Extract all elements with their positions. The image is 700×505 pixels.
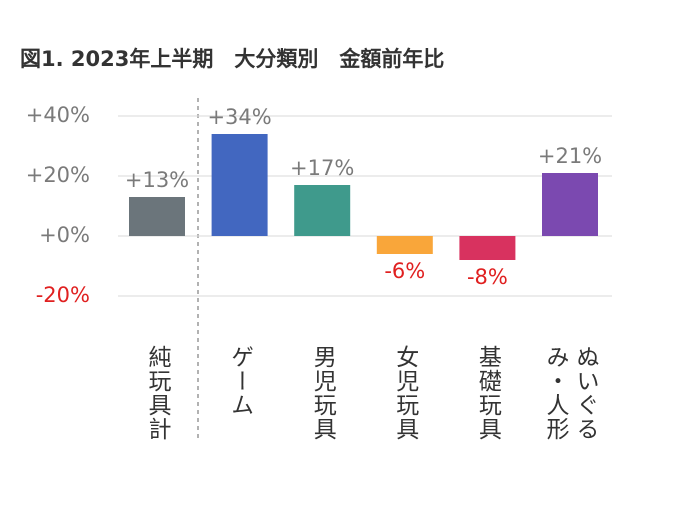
x-tick-label: 男児玩具: [309, 345, 336, 441]
x-tick-label: ぬいぐるみ・人形: [542, 345, 598, 441]
y-tick-label: +20%: [26, 163, 90, 187]
bar: [211, 134, 268, 236]
x-tick-label: 女児玩具: [391, 345, 418, 441]
x-tick-label: ゲーム: [226, 345, 253, 417]
bar: [459, 236, 516, 260]
value-label: -8%: [467, 265, 508, 289]
value-label: -6%: [384, 259, 425, 283]
bar: [542, 173, 598, 236]
chart-title: 図1. 2023年上半期 大分類別 金額前年比: [20, 47, 444, 71]
value-label: +34%: [207, 105, 271, 129]
y-tick-label: -20%: [36, 283, 90, 307]
value-label: +13%: [125, 168, 189, 192]
bar: [294, 185, 351, 236]
value-label: +21%: [538, 144, 602, 168]
bar: [376, 236, 433, 254]
value-label: +17%: [290, 156, 354, 180]
y-tick-label: +0%: [39, 223, 90, 247]
x-tick-label: 基礎玩具: [474, 345, 501, 441]
bar: [129, 197, 185, 236]
x-tick-label: 純玩具計: [144, 345, 170, 441]
y-tick-label: +40%: [26, 103, 90, 127]
